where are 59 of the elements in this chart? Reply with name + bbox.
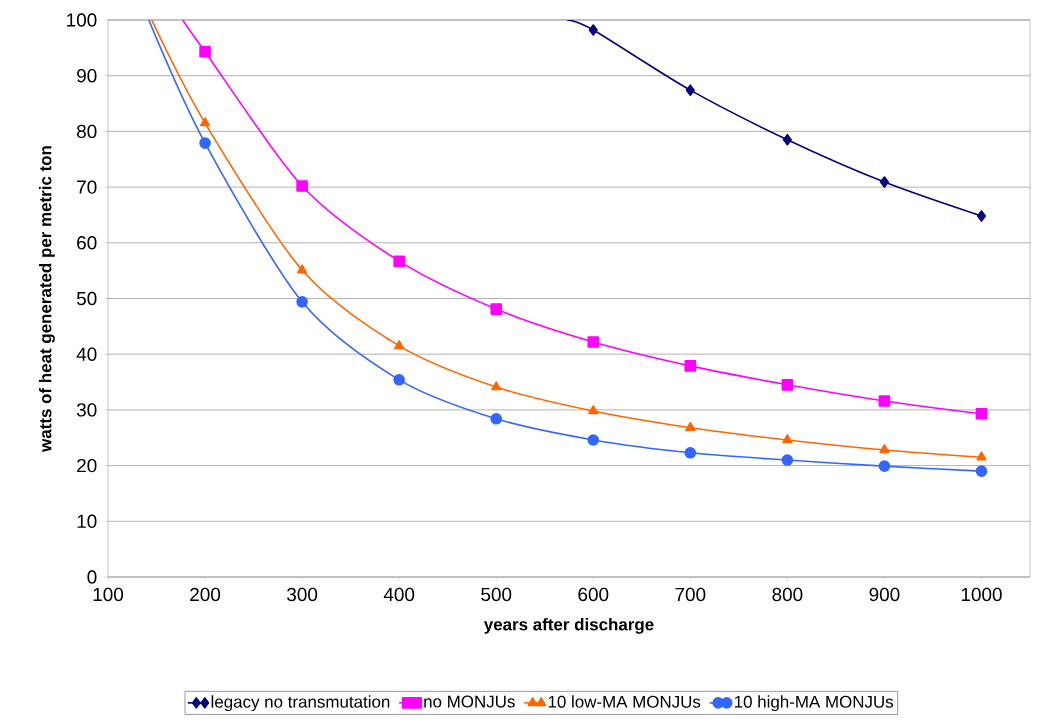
point	[975, 408, 988, 420]
y-tick-label: 70	[77, 180, 97, 194]
point	[782, 434, 793, 444]
point	[976, 451, 987, 461]
point	[491, 381, 502, 391]
point	[490, 303, 503, 315]
legend-label: no MONJUs	[424, 695, 515, 708]
point	[199, 117, 211, 127]
y-tick-label: 0	[87, 570, 97, 584]
point	[975, 465, 988, 477]
point	[685, 421, 696, 432]
x-tick-label: 1000	[961, 587, 1002, 602]
point	[878, 395, 891, 407]
point	[879, 444, 890, 454]
x-axis-title: years after discharge	[483, 617, 654, 634]
point	[393, 255, 405, 267]
point	[684, 446, 697, 459]
x-tick-label: 300	[287, 587, 318, 602]
point	[588, 24, 598, 36]
point	[296, 264, 308, 274]
legend-label: legacy no transmutation	[211, 695, 390, 712]
point	[393, 374, 405, 386]
y-tick-label: 100	[67, 13, 97, 27]
y-axis-title: watts of heat generated per metric ton	[38, 146, 55, 452]
point	[879, 176, 889, 188]
x-tick-label: 800	[772, 587, 803, 602]
point	[199, 45, 211, 58]
x-tick-label: 900	[869, 587, 900, 602]
point	[587, 434, 600, 446]
point	[296, 296, 308, 308]
point	[684, 360, 697, 372]
point	[296, 180, 308, 192]
point	[587, 336, 600, 348]
legend-label: 10 low-MA MONJUs	[548, 695, 701, 708]
legend-label: 10 high-MA MONJUs	[734, 695, 894, 712]
y-tick-label: 10	[77, 514, 97, 528]
point	[781, 454, 794, 466]
point	[490, 413, 503, 425]
point	[685, 84, 695, 96]
point	[394, 340, 405, 350]
point	[976, 210, 987, 222]
x-tick-label: 500	[481, 587, 512, 602]
y-tick-label: 80	[77, 124, 97, 139]
point	[199, 137, 211, 149]
y-tick-label: 30	[76, 403, 97, 417]
point	[782, 133, 792, 146]
point	[781, 379, 794, 391]
x-tick-label: 700	[675, 587, 706, 602]
x-tick-label: 400	[383, 587, 415, 602]
y-tick-label: 40	[76, 347, 97, 361]
point	[878, 460, 891, 472]
x-tick-label: 200	[190, 587, 221, 602]
point	[588, 405, 599, 415]
x-tick-label: 100	[93, 587, 124, 602]
y-tick-label: 20	[77, 458, 97, 473]
y-tick-label: 90	[77, 68, 97, 83]
y-tick-label: 50	[76, 291, 97, 306]
y-tick-label: 60	[77, 236, 97, 250]
x-tick-label: 600	[578, 587, 609, 602]
